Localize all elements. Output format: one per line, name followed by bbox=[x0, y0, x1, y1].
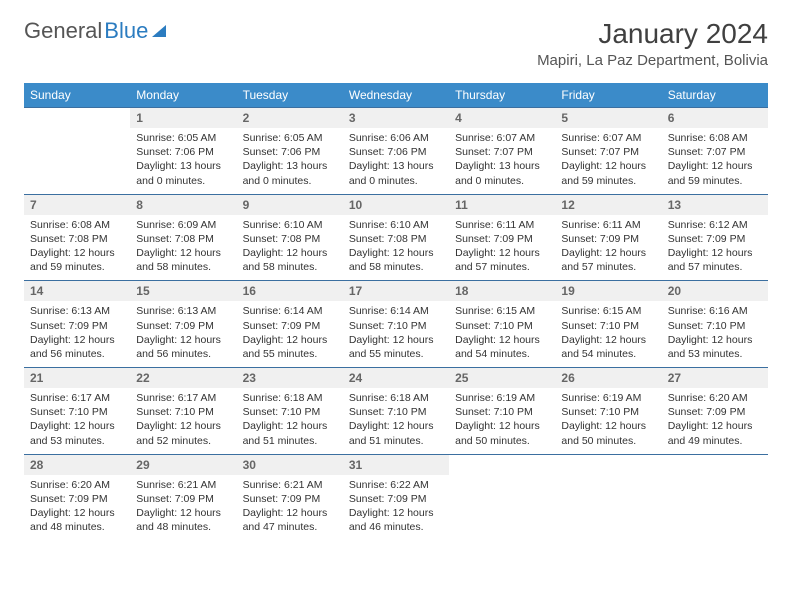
day-content-cell: Sunrise: 6:05 AMSunset: 7:06 PMDaylight:… bbox=[130, 128, 236, 194]
day-content-cell bbox=[555, 475, 661, 541]
day-number-cell: 7 bbox=[24, 194, 130, 215]
day-content-cell bbox=[662, 475, 768, 541]
day-number-cell: 26 bbox=[555, 368, 661, 389]
day-number-cell: 6 bbox=[662, 108, 768, 129]
day-content-cell: Sunrise: 6:12 AMSunset: 7:09 PMDaylight:… bbox=[662, 215, 768, 281]
day-content-cell: Sunrise: 6:09 AMSunset: 7:08 PMDaylight:… bbox=[130, 215, 236, 281]
day-content-cell: Sunrise: 6:10 AMSunset: 7:08 PMDaylight:… bbox=[343, 215, 449, 281]
day-content-cell: Sunrise: 6:21 AMSunset: 7:09 PMDaylight:… bbox=[130, 475, 236, 541]
day-number-cell: 20 bbox=[662, 281, 768, 302]
day-content-cell: Sunrise: 6:14 AMSunset: 7:09 PMDaylight:… bbox=[237, 301, 343, 367]
day-content-row: Sunrise: 6:05 AMSunset: 7:06 PMDaylight:… bbox=[24, 128, 768, 194]
day-number-cell bbox=[662, 454, 768, 475]
daynum-row: 21222324252627 bbox=[24, 368, 768, 389]
day-content-row: Sunrise: 6:13 AMSunset: 7:09 PMDaylight:… bbox=[24, 301, 768, 367]
weekday-thursday: Thursday bbox=[449, 83, 555, 108]
day-number-cell: 31 bbox=[343, 454, 449, 475]
day-content-cell: Sunrise: 6:17 AMSunset: 7:10 PMDaylight:… bbox=[24, 388, 130, 454]
weekday-friday: Friday bbox=[555, 83, 661, 108]
logo-first: General bbox=[24, 18, 102, 44]
header: GeneralBlue January 2024 Mapiri, La Paz … bbox=[24, 18, 768, 69]
day-content-cell: Sunrise: 6:17 AMSunset: 7:10 PMDaylight:… bbox=[130, 388, 236, 454]
day-content-cell: Sunrise: 6:07 AMSunset: 7:07 PMDaylight:… bbox=[555, 128, 661, 194]
day-number-cell: 13 bbox=[662, 194, 768, 215]
month-title: January 2024 bbox=[537, 18, 768, 50]
day-number-cell: 29 bbox=[130, 454, 236, 475]
location: Mapiri, La Paz Department, Bolivia bbox=[537, 52, 768, 69]
logo: GeneralBlue bbox=[24, 18, 166, 44]
day-number-cell: 1 bbox=[130, 108, 236, 129]
logo-second: Blue bbox=[104, 18, 148, 44]
day-content-cell: Sunrise: 6:15 AMSunset: 7:10 PMDaylight:… bbox=[555, 301, 661, 367]
day-content-cell: Sunrise: 6:15 AMSunset: 7:10 PMDaylight:… bbox=[449, 301, 555, 367]
day-number-cell bbox=[449, 454, 555, 475]
day-number-cell: 3 bbox=[343, 108, 449, 129]
day-content-cell: Sunrise: 6:21 AMSunset: 7:09 PMDaylight:… bbox=[237, 475, 343, 541]
day-content-cell: Sunrise: 6:14 AMSunset: 7:10 PMDaylight:… bbox=[343, 301, 449, 367]
weekday-saturday: Saturday bbox=[662, 83, 768, 108]
day-content-cell: Sunrise: 6:20 AMSunset: 7:09 PMDaylight:… bbox=[662, 388, 768, 454]
day-number-cell: 4 bbox=[449, 108, 555, 129]
day-content-cell: Sunrise: 6:07 AMSunset: 7:07 PMDaylight:… bbox=[449, 128, 555, 194]
weekday-header-row: Sunday Monday Tuesday Wednesday Thursday… bbox=[24, 83, 768, 108]
day-number-cell: 10 bbox=[343, 194, 449, 215]
day-number-cell: 25 bbox=[449, 368, 555, 389]
day-content-cell: Sunrise: 6:11 AMSunset: 7:09 PMDaylight:… bbox=[449, 215, 555, 281]
day-content-cell: Sunrise: 6:13 AMSunset: 7:09 PMDaylight:… bbox=[24, 301, 130, 367]
day-number-cell: 14 bbox=[24, 281, 130, 302]
day-content-cell: Sunrise: 6:08 AMSunset: 7:07 PMDaylight:… bbox=[662, 128, 768, 194]
day-number-cell: 11 bbox=[449, 194, 555, 215]
day-content-row: Sunrise: 6:08 AMSunset: 7:08 PMDaylight:… bbox=[24, 215, 768, 281]
day-content-cell: Sunrise: 6:05 AMSunset: 7:06 PMDaylight:… bbox=[237, 128, 343, 194]
day-number-cell bbox=[555, 454, 661, 475]
logo-triangle-icon bbox=[152, 25, 166, 37]
day-number-cell: 30 bbox=[237, 454, 343, 475]
calendar-body: 123456Sunrise: 6:05 AMSunset: 7:06 PMDay… bbox=[24, 108, 768, 541]
day-number-cell: 22 bbox=[130, 368, 236, 389]
daynum-row: 78910111213 bbox=[24, 194, 768, 215]
day-number-cell: 23 bbox=[237, 368, 343, 389]
day-content-cell: Sunrise: 6:22 AMSunset: 7:09 PMDaylight:… bbox=[343, 475, 449, 541]
day-content-cell bbox=[24, 128, 130, 194]
day-number-cell bbox=[24, 108, 130, 129]
title-block: January 2024 Mapiri, La Paz Department, … bbox=[537, 18, 768, 69]
daynum-row: 123456 bbox=[24, 108, 768, 129]
day-content-cell: Sunrise: 6:20 AMSunset: 7:09 PMDaylight:… bbox=[24, 475, 130, 541]
day-number-cell: 19 bbox=[555, 281, 661, 302]
day-content-cell: Sunrise: 6:08 AMSunset: 7:08 PMDaylight:… bbox=[24, 215, 130, 281]
day-content-cell: Sunrise: 6:18 AMSunset: 7:10 PMDaylight:… bbox=[343, 388, 449, 454]
calendar-table: Sunday Monday Tuesday Wednesday Thursday… bbox=[24, 83, 768, 540]
day-content-cell: Sunrise: 6:16 AMSunset: 7:10 PMDaylight:… bbox=[662, 301, 768, 367]
page: GeneralBlue January 2024 Mapiri, La Paz … bbox=[0, 0, 792, 558]
weekday-tuesday: Tuesday bbox=[237, 83, 343, 108]
day-number-cell: 5 bbox=[555, 108, 661, 129]
day-number-cell: 8 bbox=[130, 194, 236, 215]
day-content-row: Sunrise: 6:17 AMSunset: 7:10 PMDaylight:… bbox=[24, 388, 768, 454]
weekday-monday: Monday bbox=[130, 83, 236, 108]
day-content-cell: Sunrise: 6:11 AMSunset: 7:09 PMDaylight:… bbox=[555, 215, 661, 281]
day-content-cell: Sunrise: 6:19 AMSunset: 7:10 PMDaylight:… bbox=[449, 388, 555, 454]
day-number-cell: 27 bbox=[662, 368, 768, 389]
day-content-cell: Sunrise: 6:06 AMSunset: 7:06 PMDaylight:… bbox=[343, 128, 449, 194]
day-number-cell: 15 bbox=[130, 281, 236, 302]
day-number-cell: 21 bbox=[24, 368, 130, 389]
daynum-row: 14151617181920 bbox=[24, 281, 768, 302]
weekday-wednesday: Wednesday bbox=[343, 83, 449, 108]
day-content-cell bbox=[449, 475, 555, 541]
day-number-cell: 28 bbox=[24, 454, 130, 475]
day-number-cell: 24 bbox=[343, 368, 449, 389]
day-number-cell: 16 bbox=[237, 281, 343, 302]
day-content-cell: Sunrise: 6:10 AMSunset: 7:08 PMDaylight:… bbox=[237, 215, 343, 281]
day-number-cell: 17 bbox=[343, 281, 449, 302]
day-number-cell: 2 bbox=[237, 108, 343, 129]
day-number-cell: 9 bbox=[237, 194, 343, 215]
day-content-cell: Sunrise: 6:19 AMSunset: 7:10 PMDaylight:… bbox=[555, 388, 661, 454]
day-content-cell: Sunrise: 6:13 AMSunset: 7:09 PMDaylight:… bbox=[130, 301, 236, 367]
day-number-cell: 18 bbox=[449, 281, 555, 302]
daynum-row: 28293031 bbox=[24, 454, 768, 475]
weekday-sunday: Sunday bbox=[24, 83, 130, 108]
day-content-cell: Sunrise: 6:18 AMSunset: 7:10 PMDaylight:… bbox=[237, 388, 343, 454]
day-number-cell: 12 bbox=[555, 194, 661, 215]
day-content-row: Sunrise: 6:20 AMSunset: 7:09 PMDaylight:… bbox=[24, 475, 768, 541]
